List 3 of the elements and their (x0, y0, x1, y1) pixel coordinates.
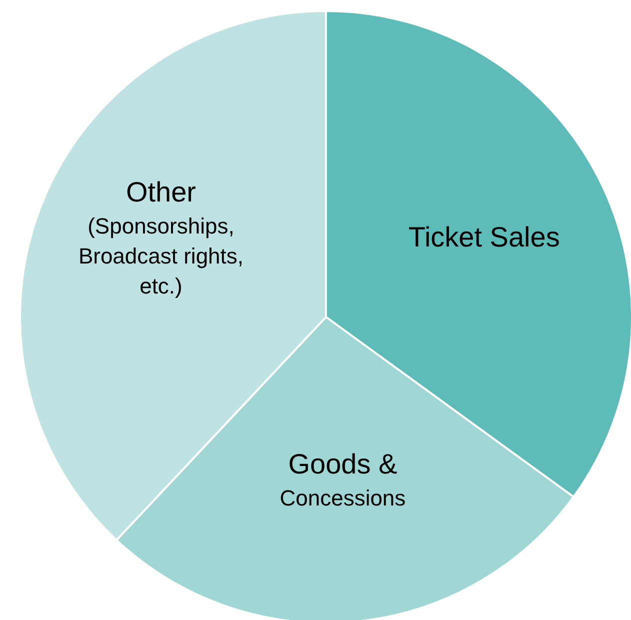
slice-label: Other (Sponsorships, Broadcast rights, etc.) (78, 176, 244, 298)
slice-label: Goods & Concessions (280, 448, 406, 510)
slice-label: Ticket Sales (408, 220, 560, 252)
